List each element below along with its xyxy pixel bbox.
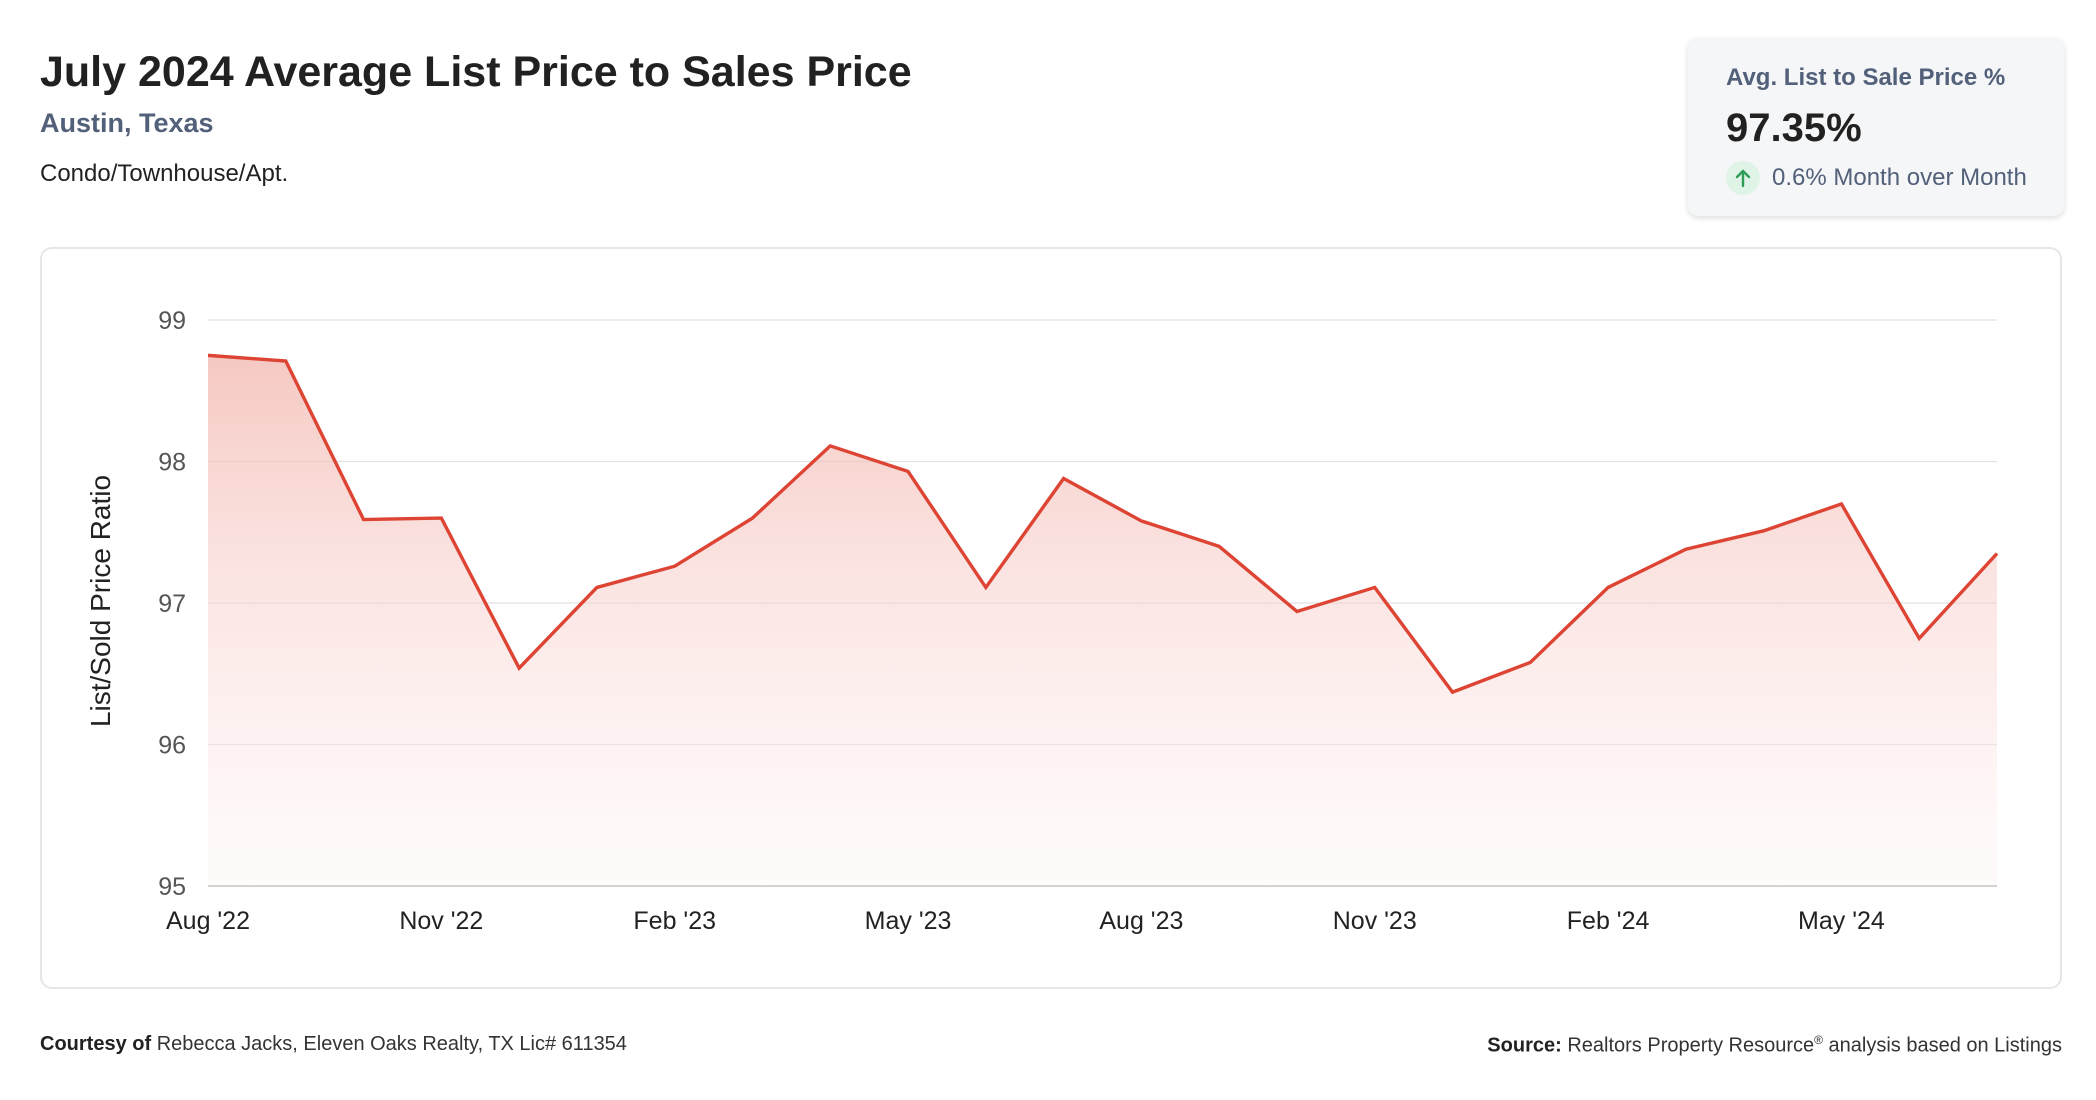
series-line — [207, 353, 1999, 695]
location-subtitle: Austin, Texas — [40, 108, 214, 138]
y-tick-label: 96 — [158, 732, 186, 760]
arrow-up-icon — [1726, 161, 1760, 195]
data-point — [1683, 546, 1689, 552]
data-point — [1216, 543, 1222, 549]
data-point — [1994, 550, 2000, 556]
data-point — [438, 515, 444, 521]
property-type-label: Condo/Townhouse/Apt. — [40, 160, 289, 187]
data-point — [594, 584, 600, 590]
y-tick-label: 97 — [158, 590, 186, 618]
data-point — [749, 515, 755, 521]
data-point — [983, 584, 989, 590]
stat-change: 0.6% Month over Month — [1726, 161, 2064, 195]
x-tick-label: Nov '23 — [1333, 907, 1417, 935]
data-point — [516, 665, 522, 671]
data-point — [1061, 475, 1067, 481]
data-point — [361, 517, 367, 523]
x-tick-label: May '24 — [1798, 907, 1885, 935]
x-tick-label: Nov '22 — [399, 907, 483, 935]
data-point — [1761, 528, 1767, 534]
y-axis-label: List/Sold Price Ratio — [85, 475, 116, 727]
data-point — [283, 358, 289, 364]
data-point — [1294, 608, 1300, 614]
data-point — [1527, 659, 1533, 665]
source-text-suffix: analysis based on Listings — [1822, 1034, 2063, 1057]
stat-label: Avg. List to Sale Price % — [1726, 64, 2006, 91]
x-tick-label: Aug '22 — [166, 907, 250, 935]
data-point — [1916, 635, 1922, 641]
y-tick-label: 95 — [158, 873, 186, 901]
x-tick-label: Feb '23 — [633, 907, 716, 935]
page-title: July 2024 Average List Price to Sales Pr… — [40, 48, 912, 96]
x-tick-label: Feb '24 — [1567, 907, 1650, 935]
courtesy-text: Rebecca Jacks, Eleven Oaks Realty, TX Li… — [156, 1033, 627, 1055]
x-tick-label: May '23 — [865, 907, 952, 935]
source-footer: Source: Realtors Property Resource® anal… — [1487, 1033, 2062, 1058]
data-point — [672, 563, 678, 569]
data-point — [905, 468, 911, 474]
data-point — [827, 443, 833, 449]
source-label: Source: — [1487, 1034, 1562, 1057]
x-tick-label: Aug '23 — [1099, 907, 1183, 935]
data-point — [1372, 584, 1378, 590]
y-tick-label: 99 — [158, 307, 186, 335]
courtesy-label: Courtesy of — [40, 1033, 152, 1055]
courtesy-footer: Courtesy of Rebecca Jacks, Eleven Oaks R… — [40, 1033, 627, 1056]
stat-card: Avg. List to Sale Price % 97.35% 0.6% Mo… — [1688, 38, 2064, 216]
registered-mark: ® — [1814, 1033, 1823, 1047]
series-area — [208, 355, 1997, 886]
stat-change-text: 0.6% Month over Month — [1772, 164, 2027, 191]
line-chart: 95 96 97 98 99 Aug '22 Nov '22 Feb '23 May '23 A… — [85, 307, 2000, 935]
data-point — [205, 352, 211, 358]
data-point — [1450, 689, 1456, 695]
source-text: Realtors Property Resource — [1567, 1034, 1815, 1057]
chart-card: 95 96 97 98 99 Aug '22 Nov '22 Feb '23 May '23 A… — [40, 247, 2062, 989]
data-point — [1838, 501, 1844, 507]
stat-value: 97.35% — [1726, 106, 1862, 150]
y-tick-label: 98 — [158, 449, 186, 477]
data-point — [1605, 584, 1611, 590]
data-point — [1138, 518, 1144, 524]
